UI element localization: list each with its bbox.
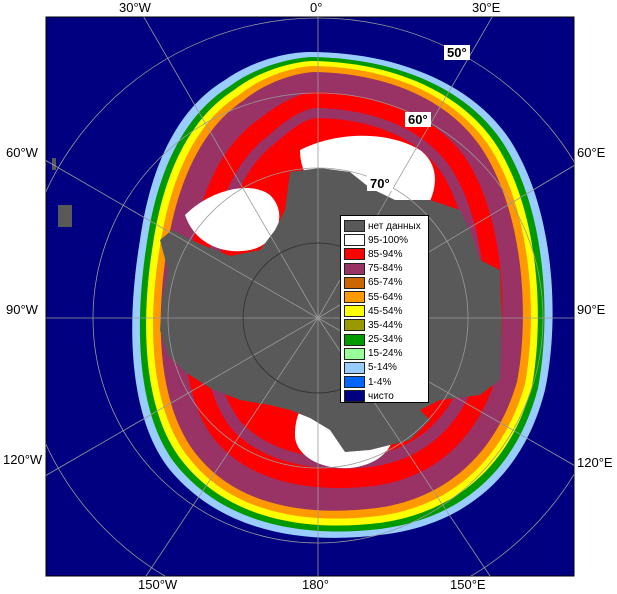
lon-label-90e: 90°E [577,302,606,317]
legend-label: 55-64% [368,291,403,303]
lon-label-30e: 30°E [472,0,501,15]
legend: нет данных 95-100% 85-94% 75-84% 65-74% 55-64… [340,215,429,403]
legend-swatch [344,234,365,247]
legend-swatch [344,291,365,304]
lon-label-180: 180° [302,577,329,592]
lon-label-120w: 120°W [3,452,43,467]
lon-label-150w: 150°W [138,577,178,592]
legend-swatch [344,220,365,233]
legend-item: 45-54% [344,304,425,318]
legend-item: 75-84% [344,262,425,276]
legend-item: 25-34% [344,333,425,347]
lon-label-120e: 120°E [577,455,613,470]
legend-item: чисто [344,389,425,403]
legend-label: 1-4% [368,376,392,388]
legend-swatch [344,319,365,332]
lat-label-60: 60° [405,112,431,127]
legend-label: 75-84% [368,263,403,275]
legend-label: нет данных [368,220,421,232]
legend-label: 95-100% [368,234,409,246]
lon-label-30w: 30°W [119,0,151,15]
lat-label-50: 50° [444,45,470,60]
legend-label: 65-74% [368,277,403,289]
no-data-patch [52,158,56,170]
legend-swatch [344,376,365,389]
no-data-patch [58,205,72,227]
legend-item: 35-44% [344,318,425,332]
lat-label-70: 70° [367,176,393,191]
legend-label: 5-14% [368,362,397,374]
legend-item: 85-94% [344,247,425,261]
legend-swatch [344,361,365,374]
legend-label: 85-94% [368,248,403,260]
legend-label: чисто [368,390,394,402]
legend-item: 65-74% [344,276,425,290]
legend-label: 45-54% [368,305,403,317]
legend-item: 95-100% [344,233,425,247]
legend-item: 1-4% [344,375,425,389]
legend-item: нет данных [344,219,425,233]
lon-label-150e: 150°E [450,577,486,592]
ice-white-patch [185,187,280,252]
legend-swatch [344,276,365,289]
legend-item: 15-24% [344,347,425,361]
legend-swatch [344,390,365,403]
legend-swatch [344,347,365,360]
lon-label-60w: 60°W [6,145,38,160]
lon-label-60e: 60°E [577,145,606,160]
lon-label-0: 0° [310,0,323,15]
legend-item: 55-64% [344,290,425,304]
legend-swatch [344,305,365,318]
legend-label: 15-24% [368,348,403,360]
legend-swatch [344,262,365,275]
legend-swatch [344,333,365,346]
legend-item: 5-14% [344,361,425,375]
legend-swatch [344,248,365,261]
legend-label: 35-44% [368,319,403,331]
lon-label-90w: 90°W [6,302,38,317]
legend-label: 25-34% [368,334,403,346]
